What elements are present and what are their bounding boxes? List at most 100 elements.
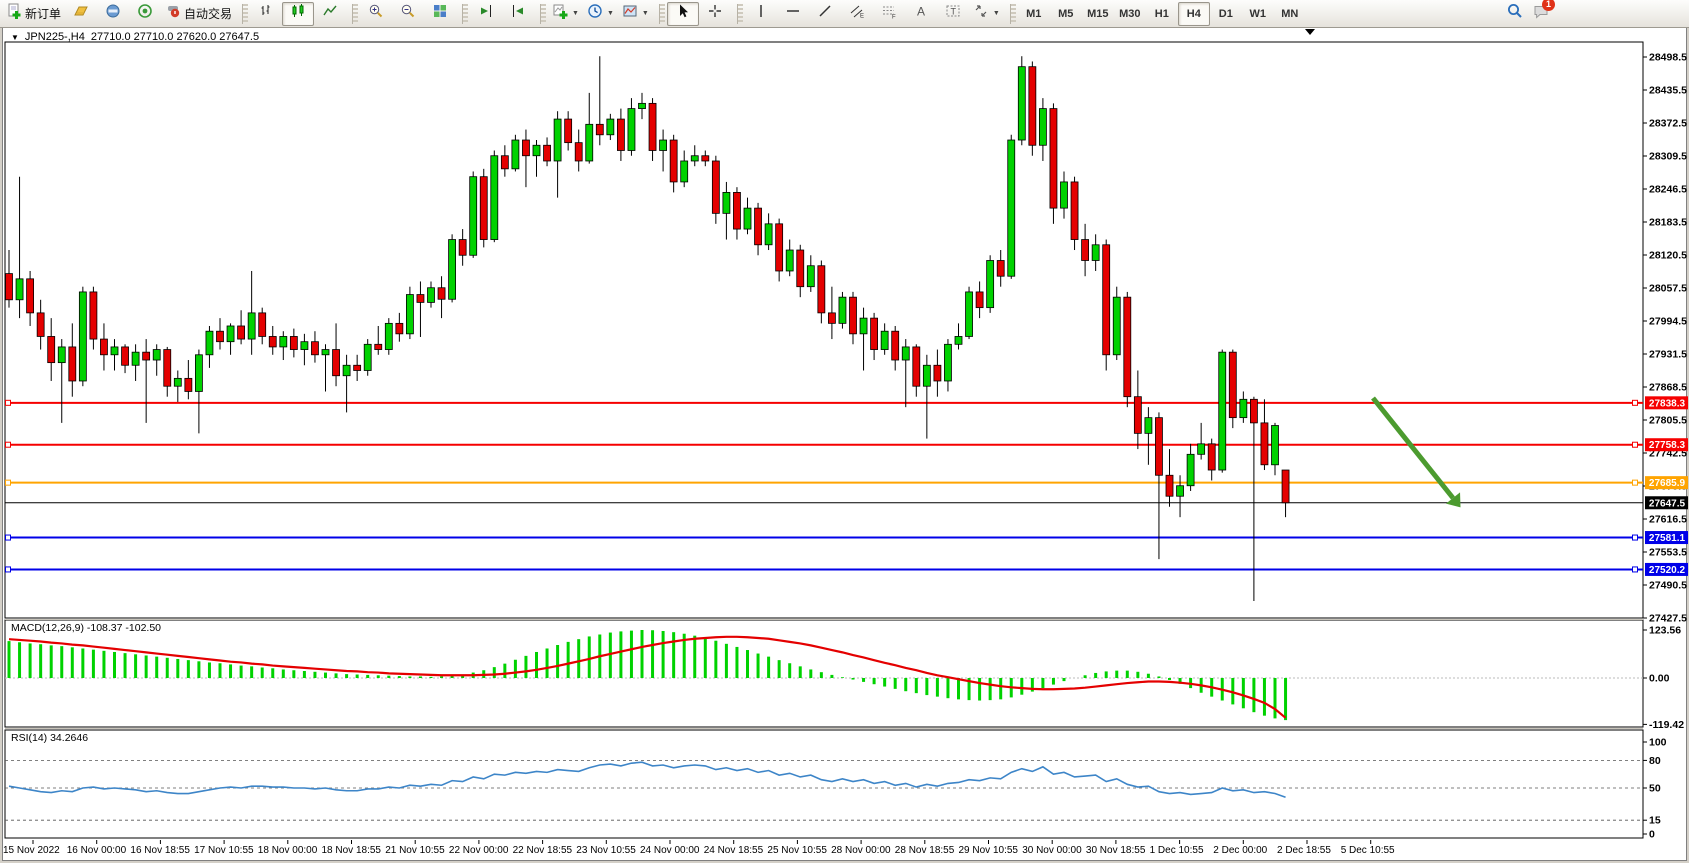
new-order-button[interactable]: 新订单 xyxy=(2,2,65,26)
tf-m30-button[interactable]: M30 xyxy=(1119,7,1141,20)
line-chart-button[interactable] xyxy=(314,2,346,26)
tf-m1-button[interactable]: M1 xyxy=(1026,7,1042,20)
search-button[interactable] xyxy=(1506,2,1524,25)
main-toolbar: 新订单 自动交易 ▼ ▼ ▼ E F A T ▼ M1 M5 M15 M30 H1 H4 D1 W1 MN 1 xyxy=(0,0,1689,28)
svg-text:50: 50 xyxy=(1649,783,1661,795)
tf-w1-button[interactable]: W1 xyxy=(1249,7,1267,20)
price-tag xyxy=(1645,562,1689,576)
auto-scroll-icon xyxy=(478,3,494,24)
svg-text:27838.3: 27838.3 xyxy=(1649,398,1686,409)
svg-text:100: 100 xyxy=(1649,737,1667,749)
svg-text:28309.5: 28309.5 xyxy=(1649,151,1687,163)
crosshair-button[interactable] xyxy=(699,2,731,26)
profiles-button[interactable] xyxy=(65,2,97,26)
vertical-line-icon xyxy=(753,3,769,24)
candlestick-series xyxy=(5,56,1290,601)
periods-button[interactable]: ▼ xyxy=(583,2,618,26)
time-axis[interactable]: 15 Nov 2022 16 Nov 00:00 16 Nov 18:55 17 No… xyxy=(3,840,1395,856)
macd-label: MACD(12,26,9) -108.37 -102.50 xyxy=(11,622,161,634)
arrows-button[interactable]: ▼ xyxy=(969,2,1004,26)
zoom-out-button[interactable] xyxy=(392,2,424,26)
bar-chart-icon xyxy=(258,3,274,24)
chevron-down-icon: ▼ xyxy=(992,10,1000,17)
svg-text:24 Nov 00:00: 24 Nov 00:00 xyxy=(640,845,700,856)
horizontal-line-icon xyxy=(785,3,801,24)
price-tag xyxy=(1645,396,1689,410)
cursor-button[interactable] xyxy=(666,1,699,26)
bar-chart-button[interactable] xyxy=(250,2,282,26)
toolbar-group xyxy=(238,0,348,27)
tf-m5-button[interactable]: M5 xyxy=(1058,7,1074,20)
macd-indicator: 123.56 0.00 -119.42 MACD(12,26,9) -108.37 -… xyxy=(5,622,1684,731)
trend-arrow-annotation[interactable] xyxy=(1371,396,1461,508)
svg-text:A: A xyxy=(917,5,925,19)
svg-text:15: 15 xyxy=(1649,815,1661,827)
vertical-line-button[interactable] xyxy=(745,2,777,26)
svg-text:28120.5: 28120.5 xyxy=(1649,250,1687,262)
price-axis[interactable]: 28498.5 28435.5 28372.5 28309.5 28246.5 28183… xyxy=(1643,52,1687,625)
market-watch-button[interactable] xyxy=(97,2,129,26)
tf-m15-button[interactable]: M15 xyxy=(1087,7,1109,20)
label-icon: T xyxy=(945,3,961,24)
text-icon: A xyxy=(913,3,929,24)
panel-frame xyxy=(4,619,1644,728)
svg-text:30 Nov 00:00: 30 Nov 00:00 xyxy=(1022,845,1082,856)
toolbar-group xyxy=(458,0,536,27)
tf-mn-button[interactable]: MN xyxy=(1281,7,1299,20)
chart-window[interactable]: ▼ JPN225-,H4 27710.0 27710.0 27620.0 276… xyxy=(2,27,1689,861)
chart-shift-icon xyxy=(510,3,526,24)
toolbar-group: 新订单 自动交易 xyxy=(0,0,238,27)
fibonacci-button[interactable]: F xyxy=(873,2,905,26)
tile-windows-icon xyxy=(432,3,448,24)
svg-text:27490.5: 27490.5 xyxy=(1649,580,1687,592)
toolbar-group: ▼ ▼ ▼ xyxy=(536,0,655,27)
panel-frame xyxy=(4,41,1644,619)
tile-windows-button[interactable] xyxy=(424,2,456,26)
svg-text:28372.5: 28372.5 xyxy=(1649,118,1687,130)
auto-trading-button[interactable]: 自动交易 xyxy=(161,2,236,26)
zoom-in-button[interactable] xyxy=(360,2,392,26)
tf-d1-button[interactable]: D1 xyxy=(1218,7,1233,20)
tf-h4-button[interactable]: H4 xyxy=(1177,1,1210,26)
chat-button[interactable]: 1 xyxy=(1532,0,1555,25)
toolbar-group: E F A T ▼ xyxy=(733,0,1006,27)
svg-text:T: T xyxy=(950,7,956,17)
horizontal-price-lines[interactable]: 27838.3 27758.3 27685.9 27647.5 27581.1 27520… xyxy=(5,396,1689,576)
broadcast-button[interactable] xyxy=(129,2,161,26)
svg-text:28246.5: 28246.5 xyxy=(1649,184,1687,196)
fibonacci-icon: F xyxy=(881,3,897,24)
tf-h1-button[interactable]: H1 xyxy=(1154,7,1169,20)
channel-button[interactable]: E xyxy=(841,2,873,26)
svg-text:18 Nov 18:55: 18 Nov 18:55 xyxy=(322,845,382,856)
svg-text:27647.5: 27647.5 xyxy=(1649,498,1686,509)
svg-text:28183.5: 28183.5 xyxy=(1649,217,1687,229)
trendline-button[interactable] xyxy=(809,2,841,26)
text-button[interactable]: A xyxy=(905,2,937,26)
toolbar-group: M1 M5 M15 M30 H1 H4 D1 W1 MN xyxy=(1006,0,1308,27)
price-tag xyxy=(1645,438,1689,452)
toolbar-group xyxy=(655,0,733,27)
svg-text:21 Nov 10:55: 21 Nov 10:55 xyxy=(385,845,445,856)
candlestick-button[interactable] xyxy=(282,1,315,26)
svg-text:2 Dec 18:55: 2 Dec 18:55 xyxy=(1277,845,1331,856)
svg-text:5 Dec 10:55: 5 Dec 10:55 xyxy=(1341,845,1395,856)
label-button[interactable]: T xyxy=(937,2,969,26)
templates-button[interactable]: ▼ xyxy=(618,2,653,26)
svg-text:27581.1: 27581.1 xyxy=(1649,533,1686,544)
horizontal-line-button[interactable] xyxy=(777,2,809,26)
auto-scroll-button[interactable] xyxy=(470,2,502,26)
candlestick-icon xyxy=(290,3,306,24)
svg-text:27427.5: 27427.5 xyxy=(1649,613,1687,625)
price-tag xyxy=(1645,496,1689,510)
svg-text:0.00: 0.00 xyxy=(1649,673,1670,685)
chart-dropdown-icon[interactable]: ▼ xyxy=(11,32,19,42)
crosshair-icon xyxy=(707,3,723,24)
chart-shift-button[interactable] xyxy=(502,2,534,26)
search-icon xyxy=(1506,4,1524,24)
indicators-button[interactable]: ▼ xyxy=(548,2,583,26)
svg-text:28498.5: 28498.5 xyxy=(1649,52,1687,64)
market-watch-icon xyxy=(105,3,121,24)
svg-text:15 Nov 2022: 15 Nov 2022 xyxy=(3,845,60,856)
chart-canvas[interactable]: 28498.5 28435.5 28372.5 28309.5 28246.5 28183… xyxy=(3,28,1689,860)
